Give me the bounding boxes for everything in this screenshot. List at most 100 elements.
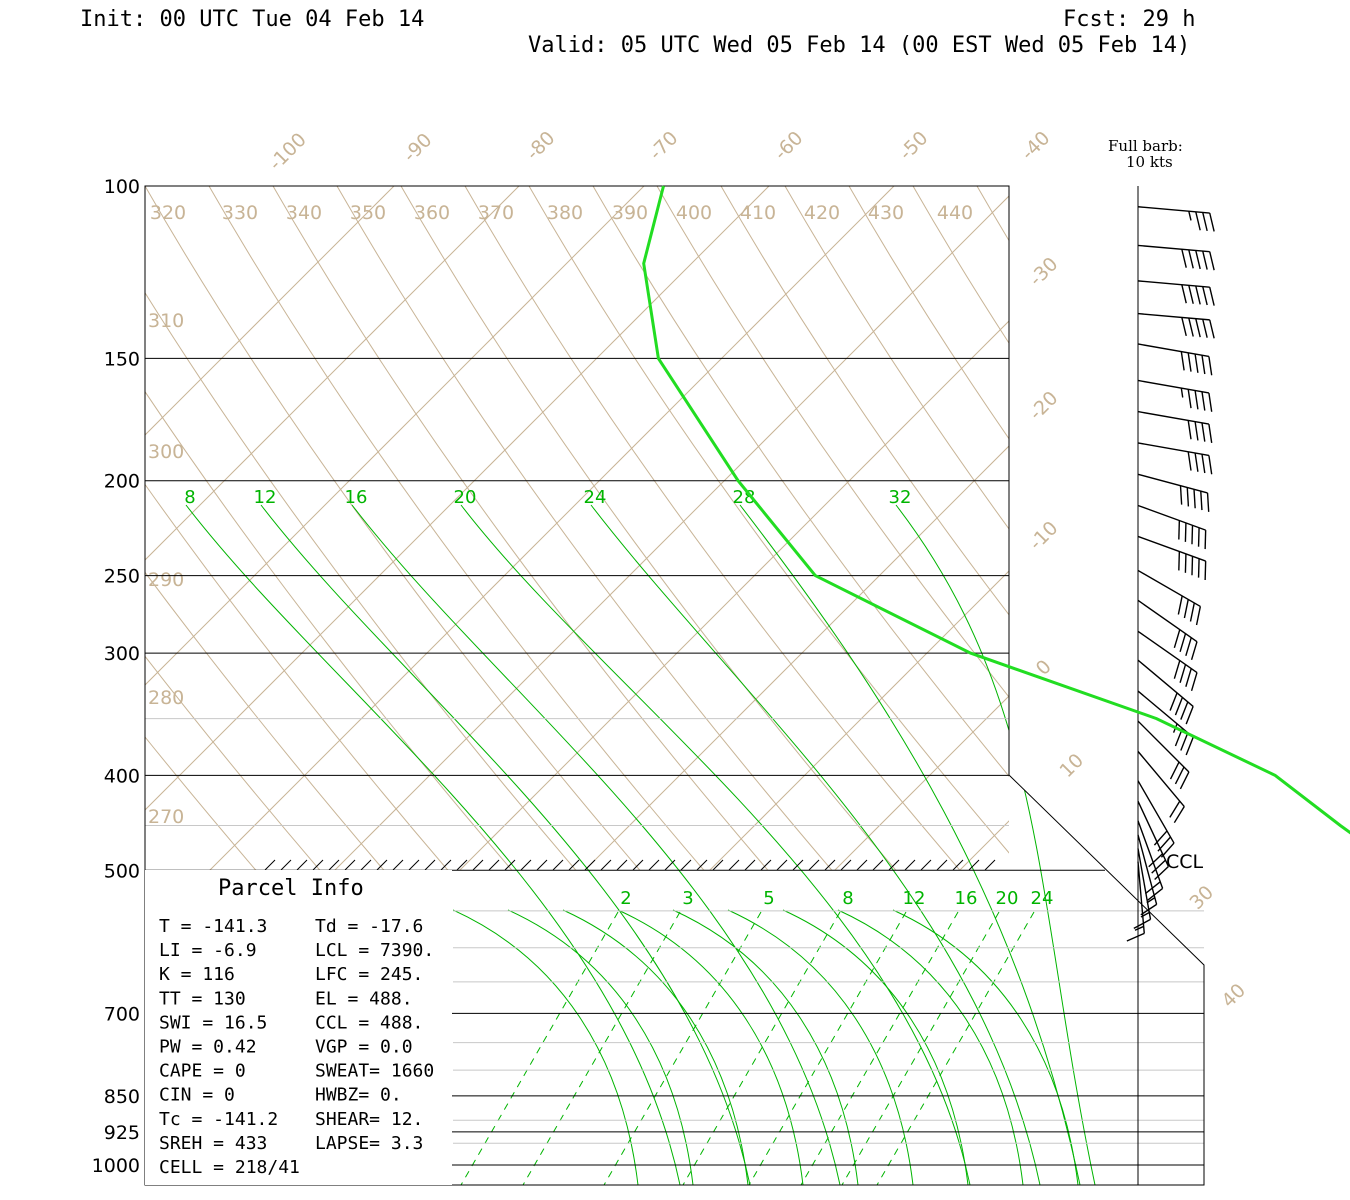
hatch-mark	[760, 859, 772, 871]
theta-label-280: 280	[148, 687, 184, 709]
moist-adiabat-16	[351, 504, 841, 1185]
wind-barb	[1137, 780, 1175, 858]
mixing-ratio-line-12	[748, 911, 907, 1185]
forecast-hour: Fcst: 29 h	[1063, 7, 1195, 32]
parcel-info-left-3: TT = 130	[159, 988, 246, 1009]
wind-barb	[1137, 379, 1213, 412]
barb-shaft	[1137, 720, 1190, 773]
hatch-mark	[776, 859, 788, 871]
moist-label-12: 12	[254, 487, 277, 508]
parcel-info-right-1: LCL = 7390.	[315, 940, 434, 961]
barb-legend-line2: 10 kts	[1126, 153, 1173, 171]
barb-flag	[1181, 317, 1187, 337]
barb-half-flag	[1146, 897, 1156, 904]
barb-shaft	[1137, 750, 1185, 807]
barb-flag	[1147, 887, 1164, 901]
isotherm-label-10: 10	[1055, 749, 1088, 782]
parcel-info-title: Parcel Info	[218, 876, 364, 901]
parcel-info-left-4: SWI = 16.5	[159, 1012, 267, 1033]
moist-adiabat-low	[892, 909, 1079, 1185]
barb-flag	[1189, 602, 1195, 622]
hatch-mark	[472, 859, 484, 871]
isotherm	[334, 195, 1009, 870]
hatch-mark	[408, 859, 420, 871]
dry-adiabat	[145, 390, 513, 870]
barb-flag	[1181, 284, 1187, 304]
mixing-ratio-label-12: 12	[903, 888, 926, 909]
pressure-label-250: 250	[104, 566, 140, 588]
dry-adiabat	[1233, 186, 1350, 1185]
barb-flag	[1179, 485, 1183, 505]
theta-label-380: 380	[547, 202, 583, 224]
parcel-info-right-4: CCL = 488.	[315, 1012, 423, 1033]
dry-adiabat	[145, 655, 321, 870]
mixing-ratio-line-3	[522, 911, 681, 1185]
barb-flag	[1178, 520, 1181, 540]
moist-adiabat-24	[590, 504, 1041, 1185]
dry-adiabat	[1105, 186, 1350, 1185]
moist-adiabat-8	[185, 504, 681, 1185]
dry-adiabat	[145, 571, 385, 870]
pressure-label-400: 400	[104, 765, 140, 787]
moist-label-16: 16	[345, 487, 368, 508]
hatch-mark	[488, 859, 500, 871]
barb-flag	[1173, 806, 1185, 824]
barb-flag	[1187, 420, 1192, 440]
hatch-mark	[936, 859, 948, 871]
theta-label-440: 440	[937, 202, 973, 224]
barb-flag	[1201, 391, 1206, 411]
parcel-info-right-7: HWBZ= 0.	[315, 1085, 402, 1106]
barb-flag	[1179, 771, 1190, 790]
theta-label-360: 360	[414, 202, 450, 224]
mixing-ratio-line-5	[603, 911, 762, 1185]
barb-flag	[1190, 641, 1198, 661]
barb-flag	[1169, 692, 1178, 711]
isotherm	[834, 695, 1009, 870]
moist-label-28: 28	[733, 487, 756, 508]
barb-flag	[1209, 319, 1215, 339]
parcel-info-right-8: SHEAR= 12.	[315, 1109, 423, 1130]
parcel-info-left-0: T = -141.3	[159, 916, 267, 937]
pressure-label-925: 925	[104, 1122, 140, 1144]
barb-flag	[1194, 452, 1199, 472]
barb-flag	[1190, 672, 1198, 691]
parcel-info-right-6: SWEAT= 1660	[315, 1061, 434, 1082]
pressure-label-300: 300	[104, 643, 140, 665]
hatch-mark	[952, 859, 964, 871]
barb-flag	[1202, 319, 1208, 338]
hatch-mark	[616, 859, 628, 871]
mixing-ratio-line-16	[800, 911, 959, 1185]
barb-flag	[1206, 492, 1210, 512]
wind-barb	[1137, 820, 1164, 901]
barb-flag	[1209, 212, 1215, 232]
parcel-info-left-5: PW = 0.42	[159, 1037, 257, 1058]
barb-flag	[1188, 285, 1194, 304]
barb-flag	[1202, 250, 1208, 270]
parcel-info-left-2: K = 116	[159, 964, 235, 985]
pressure-label-700: 700	[104, 1003, 140, 1025]
dry-adiabat	[400, 186, 897, 870]
wind-barb	[1137, 206, 1215, 232]
isotherm-label--30: -30	[1025, 253, 1063, 291]
hatch-mark	[264, 859, 276, 871]
barb-flag	[1208, 424, 1213, 443]
parcel-info-left-8: Tc = -141.2	[159, 1109, 278, 1130]
wind-barb	[1137, 504, 1207, 550]
barb-shaft	[1137, 504, 1206, 531]
wind-barb	[1137, 599, 1198, 661]
barb-flag	[1153, 830, 1168, 846]
hatch-mark	[344, 859, 356, 871]
theta-label-410: 410	[740, 202, 776, 224]
hatch-mark	[968, 859, 980, 871]
pressure-label-850: 850	[104, 1086, 140, 1108]
barb-flag	[1188, 317, 1194, 337]
theta-label-430: 430	[868, 202, 904, 224]
barb-flag	[1173, 629, 1181, 648]
theta-label-300: 300	[148, 441, 184, 463]
barb-flag	[1202, 212, 1208, 232]
isotherm-label--10: -10	[1025, 517, 1063, 555]
wind-barb	[1137, 343, 1213, 376]
barb-flag	[1180, 732, 1189, 751]
barb-flag	[1185, 637, 1192, 657]
moist-adiabat-20	[460, 504, 971, 1185]
